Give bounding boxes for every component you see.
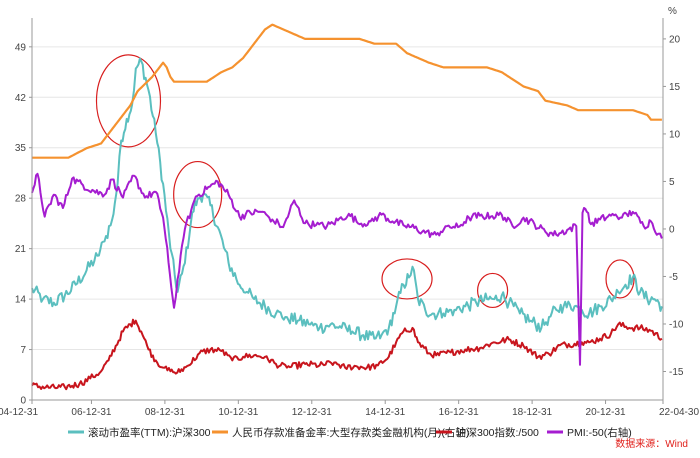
x-tick-label: 18-12-31 xyxy=(512,407,552,418)
x-tick-label: 06-12-31 xyxy=(71,407,111,418)
highlight-circle xyxy=(476,272,509,309)
left-tick-label: 14 xyxy=(15,295,27,306)
legend-label: 人民币存款准备金率:大型存款类金融机构(月)(右轴) xyxy=(232,426,469,439)
left-tick-label: 28 xyxy=(15,194,27,205)
right-axis-unit: % xyxy=(668,6,677,17)
source-note: 数据来源：Wind xyxy=(615,437,688,450)
legend: 滚动市盈率(TTM):沪深300 人民币存款准备金率:大型存款类金融机构(月)(右… xyxy=(68,426,632,439)
x-tick-label: 20-12-31 xyxy=(586,407,626,418)
x-tick-label: 12-12-31 xyxy=(292,407,332,418)
legend-label: PMI:-50(右轴) xyxy=(567,426,632,439)
series-line-2 xyxy=(32,23,662,159)
right-tick-label: 10 xyxy=(669,129,681,140)
left-tick-label: 49 xyxy=(15,42,27,53)
series-line-1 xyxy=(31,57,663,342)
left-tick-label: 21 xyxy=(15,244,27,255)
left-tick-label: 0 xyxy=(20,396,26,407)
highlight-circle xyxy=(173,160,223,229)
highlight-circle xyxy=(381,258,433,300)
axes: 0 7 14 21 28 35 42 49 -15 -10 -5 0 5 10 15 20 04-12-31 06… xyxy=(0,18,699,418)
x-tick-label: 16-12-31 xyxy=(439,407,479,418)
grid-lines xyxy=(32,46,663,351)
left-tick-label: 42 xyxy=(15,93,27,104)
right-tick-label: -10 xyxy=(669,319,684,330)
x-tick-label: 08-12-31 xyxy=(145,407,185,418)
x-tick-label: 10-12-31 xyxy=(218,407,258,418)
right-tick-label: -15 xyxy=(669,367,684,378)
right-tick-label: 5 xyxy=(669,177,675,188)
highlight-circle xyxy=(605,259,635,299)
series-line-3 xyxy=(31,318,663,391)
legend-label: 沪深300指数:/500 xyxy=(456,426,539,439)
left-tick-label: 35 xyxy=(15,143,27,154)
left-tick-label: 7 xyxy=(20,345,26,356)
series-lines xyxy=(31,23,663,391)
series-line-4 xyxy=(31,172,663,366)
x-tick-label: 04-12-31 xyxy=(0,407,38,418)
right-tick-label: 15 xyxy=(669,82,681,93)
right-tick-label: 0 xyxy=(669,224,675,235)
highlight-circle xyxy=(95,54,162,148)
x-tick-label: 22-04-30 xyxy=(659,407,699,418)
right-tick-label: -5 xyxy=(669,272,678,283)
legend-label: 滚动市盈率(TTM):沪深300 xyxy=(88,426,211,439)
x-tick-label: 14-12-31 xyxy=(365,407,405,418)
highlight-circles xyxy=(95,54,635,309)
right-tick-label: 20 xyxy=(669,34,681,45)
